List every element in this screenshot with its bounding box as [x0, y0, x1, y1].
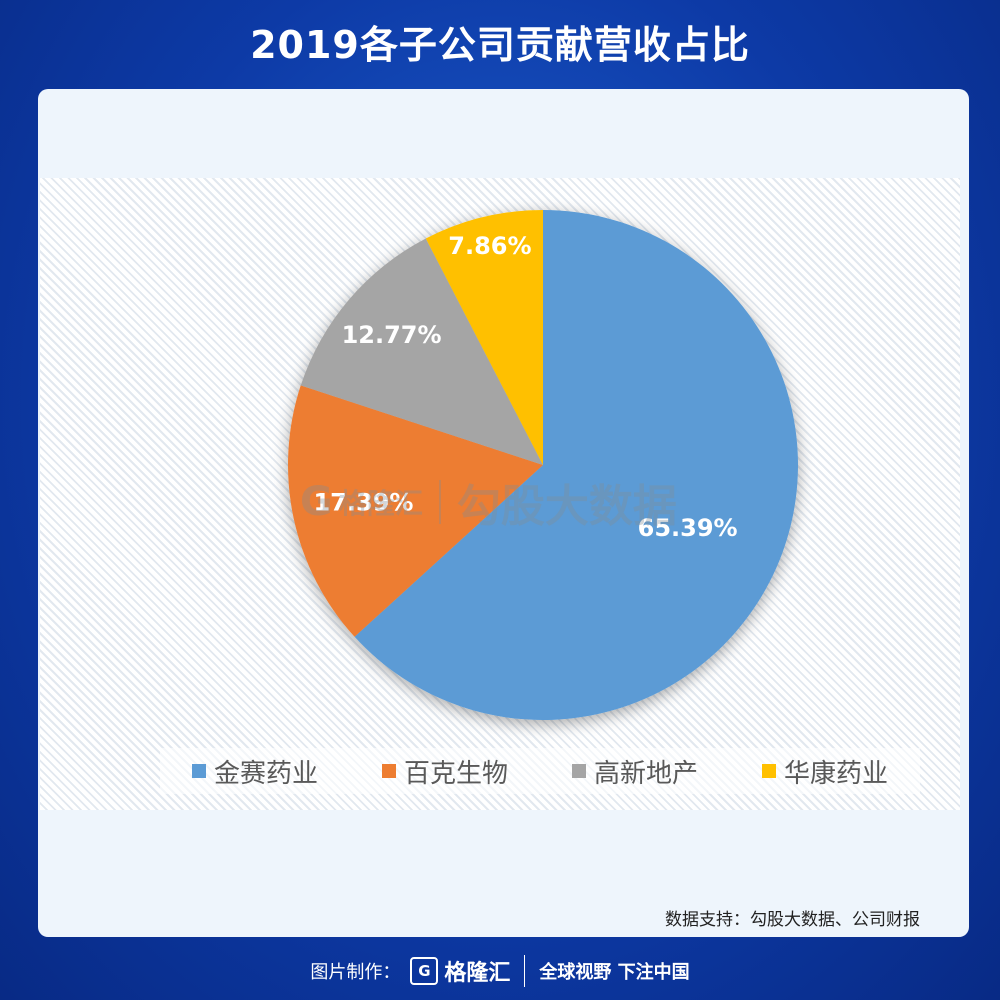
chart-title: 2019各子公司贡献营收占比: [250, 23, 750, 67]
legend-swatch: [191, 764, 206, 778]
brand-logo-icon: G: [410, 957, 439, 985]
footer-divider: [524, 955, 526, 987]
slice-label: 17.39%: [313, 488, 413, 516]
slice-label: 12.77%: [342, 321, 442, 349]
footer-brand: 格隆汇: [444, 961, 511, 986]
pie-slice: [425, 210, 543, 465]
pie-slice: [354, 210, 799, 720]
watermark-text: 勾股大数据: [456, 481, 677, 532]
legend-swatch: [381, 764, 396, 778]
legend-item: 高新地产: [571, 753, 698, 790]
slice-label: 65.39%: [638, 514, 738, 542]
legend: 金赛药业 百克生物 高新地产 华康药业: [160, 748, 920, 794]
legend-swatch: [571, 764, 586, 778]
legend-label: 金赛药业: [213, 758, 318, 789]
footer-label: 图片制作：: [310, 962, 401, 983]
pie-slice: [300, 238, 543, 465]
pie-slice: [288, 385, 543, 637]
legend-swatch: [761, 764, 776, 778]
watermark-logo-icon: G: [300, 479, 333, 525]
legend-label: 高新地产: [593, 758, 698, 789]
slice-label: 7.86%: [448, 232, 531, 260]
footer-slogan: 全球视野 下注中国: [539, 962, 690, 983]
legend-label: 百克生物: [403, 758, 508, 789]
data-source: 数据支持：勾股大数据、公司财报: [665, 910, 920, 930]
watermark: G 格隆汇 勾股大数据: [300, 470, 677, 534]
footer: 图片制作： G 格隆汇 全球视野 下注中国: [0, 955, 1000, 987]
legend-label: 华康药业: [783, 758, 888, 789]
watermark-brand: 格隆汇: [338, 487, 423, 520]
legend-item: 华康药业: [761, 753, 888, 790]
watermark-divider: [438, 480, 441, 524]
legend-item: 百克生物: [381, 753, 508, 790]
legend-item: 金赛药业: [191, 753, 318, 790]
